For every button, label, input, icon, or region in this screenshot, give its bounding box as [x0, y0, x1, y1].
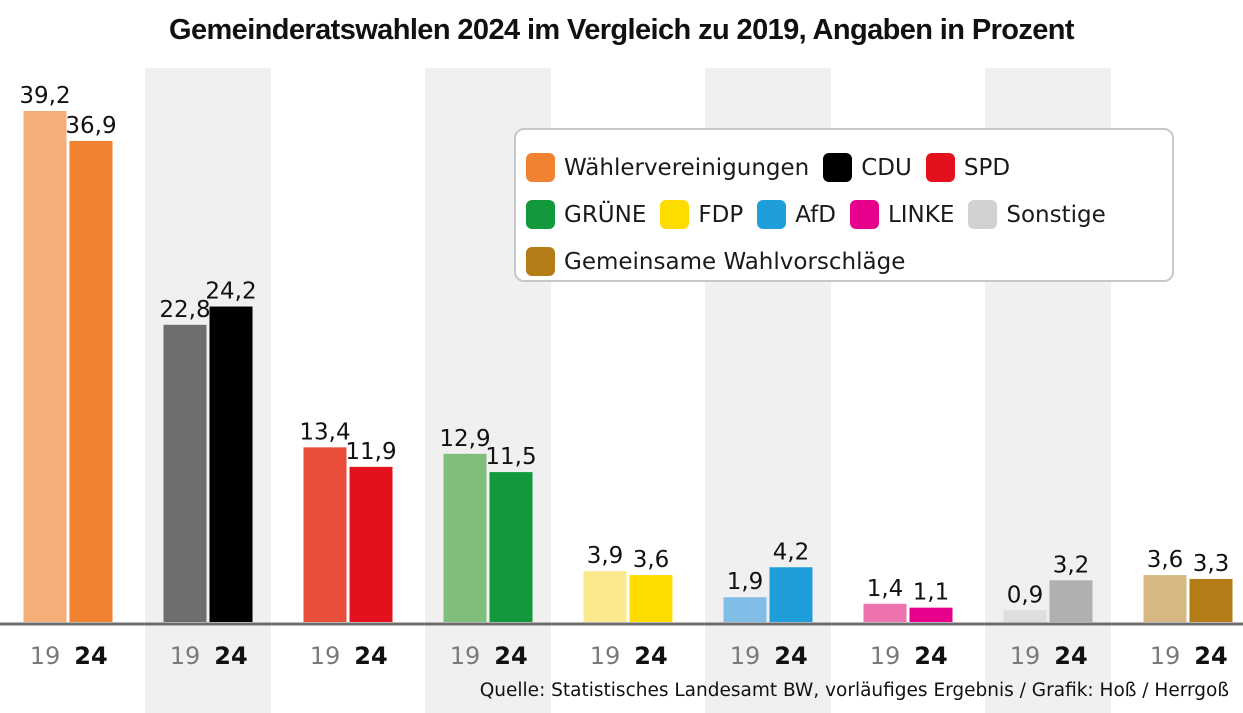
bar [163, 324, 207, 622]
bar [909, 607, 953, 622]
x-tick-label: 24 [1054, 642, 1087, 670]
legend-item: Wählervereinigungen [526, 153, 809, 182]
data-label: 1,9 [727, 569, 764, 595]
legend-item: Sonstige [968, 200, 1106, 229]
data-label: 24,2 [205, 279, 256, 305]
x-tick-label: 24 [914, 642, 947, 670]
data-label: 22,8 [159, 297, 210, 323]
legend-label: SPD [963, 154, 1011, 181]
chart-title: Gemeinderatswahlen 2024 im Vergleich zu … [169, 14, 1075, 46]
legend-label: LINKE [887, 201, 955, 228]
source-note: Quelle: Statistisches Landesamt BW, vorl… [479, 680, 1229, 701]
data-label: 3,6 [633, 547, 670, 573]
legend-swatch [526, 247, 555, 276]
data-label: 3,3 [1193, 551, 1230, 577]
bar [1189, 578, 1233, 622]
data-label: 1,4 [867, 576, 904, 602]
bar [1143, 575, 1187, 622]
data-label: 13,4 [299, 419, 350, 445]
bar [1003, 610, 1047, 622]
bars [23, 111, 1233, 622]
data-label: 36,9 [65, 113, 116, 139]
x-tick-label: 19 [1010, 642, 1041, 670]
legend: Wählervereinigungen CDU SPD GRÜNE FDP AfD LINK… [514, 128, 1174, 282]
legend-row: Gemeinsame Wahlvorschläge [526, 238, 1172, 285]
legend-label: Gemeinsame Wahlvorschläge [564, 248, 906, 275]
data-label: 1,1 [913, 580, 950, 606]
legend-item: Gemeinsame Wahlvorschläge [526, 247, 905, 276]
x-tick-label: 24 [634, 642, 667, 670]
bar [69, 140, 113, 622]
legend-swatch [757, 200, 787, 229]
x-tick-label: 19 [870, 642, 901, 670]
x-tick-label: 19 [730, 642, 761, 670]
data-label: 4,2 [773, 539, 810, 565]
x-tick-label: 19 [170, 642, 201, 670]
x-tick-label: 24 [74, 642, 107, 670]
data-label: 3,6 [1147, 547, 1184, 573]
bar [769, 567, 813, 622]
legend-swatch [526, 153, 555, 182]
legend-swatch [526, 200, 555, 229]
x-tick-label: 24 [354, 642, 387, 670]
x-tick-label: 24 [774, 642, 807, 670]
legend-row: Wählervereinigungen CDU SPD [526, 144, 1172, 191]
legend-item: AfD [757, 200, 836, 229]
bar [723, 597, 767, 622]
data-label: 3,9 [587, 543, 624, 569]
legend-swatch [849, 200, 879, 229]
legend-item: GRÜNE [526, 200, 646, 229]
x-tick-label: 24 [1194, 642, 1227, 670]
x-tick-label: 24 [494, 642, 527, 670]
bar [489, 472, 533, 622]
legend-row: GRÜNE FDP AfD LINKE Sonstige [526, 191, 1172, 238]
bar [863, 603, 907, 622]
x-tick-label: 19 [450, 642, 481, 670]
legend-swatch [823, 153, 853, 182]
data-label: 3,2 [1053, 552, 1090, 578]
legend-swatch [660, 200, 690, 229]
legend-item: CDU [823, 153, 912, 182]
bar [1049, 580, 1093, 622]
legend-label: AfD [795, 201, 836, 228]
value-labels: 39,2 36,9 22,824,2 13,411,9 12,911,5 3,9 3,6 1,… [19, 83, 1229, 608]
legend-label: Wählervereinigungen [564, 154, 810, 181]
x-tick-label: 19 [1150, 642, 1181, 670]
bar [583, 571, 627, 622]
legend-item: FDP [660, 200, 743, 229]
bar [303, 447, 347, 622]
legend-item: SPD [925, 153, 1011, 182]
bar [629, 575, 673, 622]
legend-label: CDU [861, 154, 912, 181]
data-label: 12,9 [439, 426, 490, 452]
x-tick-label: 19 [590, 642, 621, 670]
data-label: 39,2 [19, 83, 70, 109]
x-tick-label: 24 [214, 642, 247, 670]
x-tick-label: 19 [30, 642, 61, 670]
bar [443, 453, 487, 622]
bar [349, 466, 393, 622]
x-tick-label: 19 [310, 642, 341, 670]
data-label: 11,5 [485, 444, 536, 470]
legend-swatch [968, 200, 998, 229]
legend-label: Sonstige [1006, 201, 1106, 228]
legend-item: LINKE [849, 200, 955, 229]
data-label: 0,9 [1007, 582, 1044, 608]
legend-label: FDP [698, 201, 744, 228]
bar [209, 306, 253, 622]
data-label: 11,9 [345, 439, 396, 465]
x-tick-labels: 19 24 19 24 19 24 19 24 19 24 19 24 19 24 19 24 19 24 [30, 642, 1228, 670]
legend-swatch [925, 153, 955, 182]
legend-label: GRÜNE [564, 201, 647, 228]
bar [23, 111, 67, 622]
